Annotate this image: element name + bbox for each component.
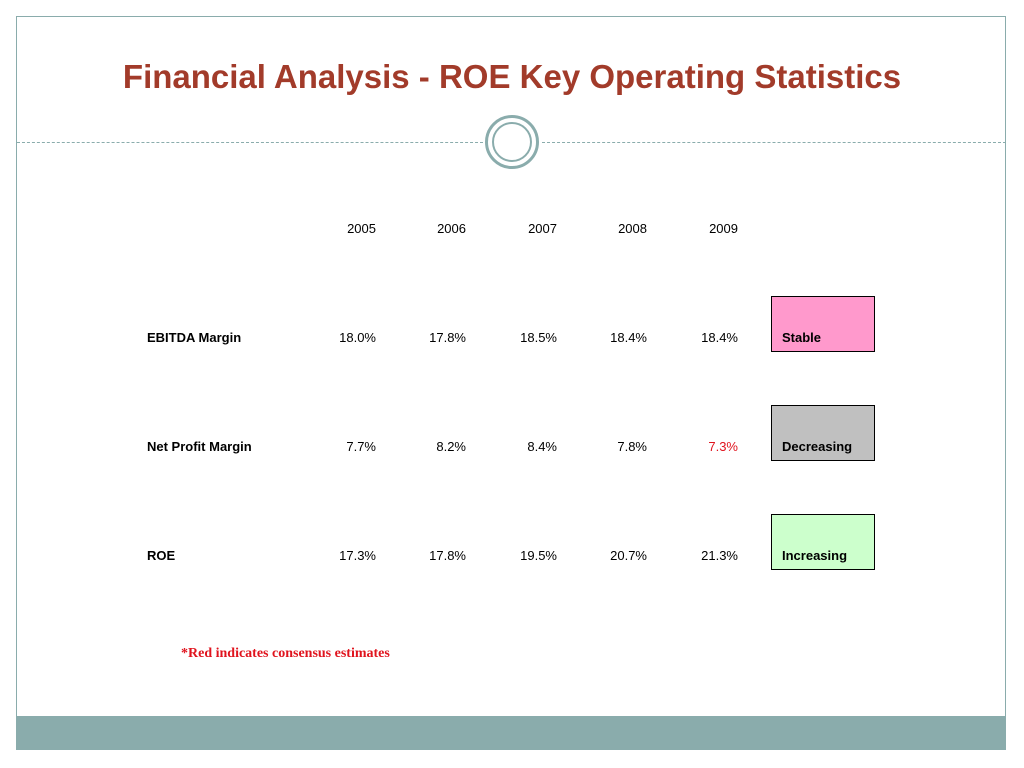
row-label: EBITDA Margin (147, 330, 242, 345)
table-cell: 8.4% (527, 439, 557, 454)
year-header: 2005 (347, 221, 376, 236)
circle-ornament-icon (485, 115, 539, 169)
year-header: 2007 (528, 221, 557, 236)
table-cell-estimate: 7.3% (708, 439, 738, 454)
status-badge: Stable (771, 296, 875, 352)
table-cell: 17.8% (429, 548, 466, 563)
title-divider-left (17, 142, 483, 143)
row-label: ROE (147, 548, 176, 563)
table-cell: 7.7% (346, 439, 376, 454)
table-cell: 18.4% (701, 330, 738, 345)
year-header: 2009 (709, 221, 738, 236)
table-cell: 20.7% (610, 548, 647, 563)
table-cell: 17.3% (339, 548, 376, 563)
status-badge: Increasing (771, 514, 875, 570)
title-divider-right (542, 142, 1006, 143)
table-cell: 19.5% (520, 548, 557, 563)
status-label: Decreasing (782, 439, 853, 454)
row-label: Net Profit Margin (147, 439, 252, 454)
status-label: Increasing (782, 548, 848, 563)
table-cell: 17.8% (429, 330, 466, 345)
table-cell: 8.2% (436, 439, 466, 454)
table-cell: 18.4% (610, 330, 647, 345)
table-cell: 18.0% (339, 330, 376, 345)
footer-bar (17, 716, 1006, 750)
circle-ornament-inner (492, 122, 532, 162)
year-header: 2006 (437, 221, 466, 236)
slide-title: Financial Analysis - ROE Key Operating S… (122, 58, 902, 95)
table-cell: 21.3% (701, 548, 738, 563)
table-cell: 18.5% (520, 330, 557, 345)
year-header: 2008 (618, 221, 647, 236)
footnote: *Red indicates consensus estimates (181, 646, 390, 661)
status-label: Stable (782, 330, 822, 345)
table-cell: 7.8% (617, 439, 647, 454)
status-badge: Decreasing (771, 405, 875, 461)
